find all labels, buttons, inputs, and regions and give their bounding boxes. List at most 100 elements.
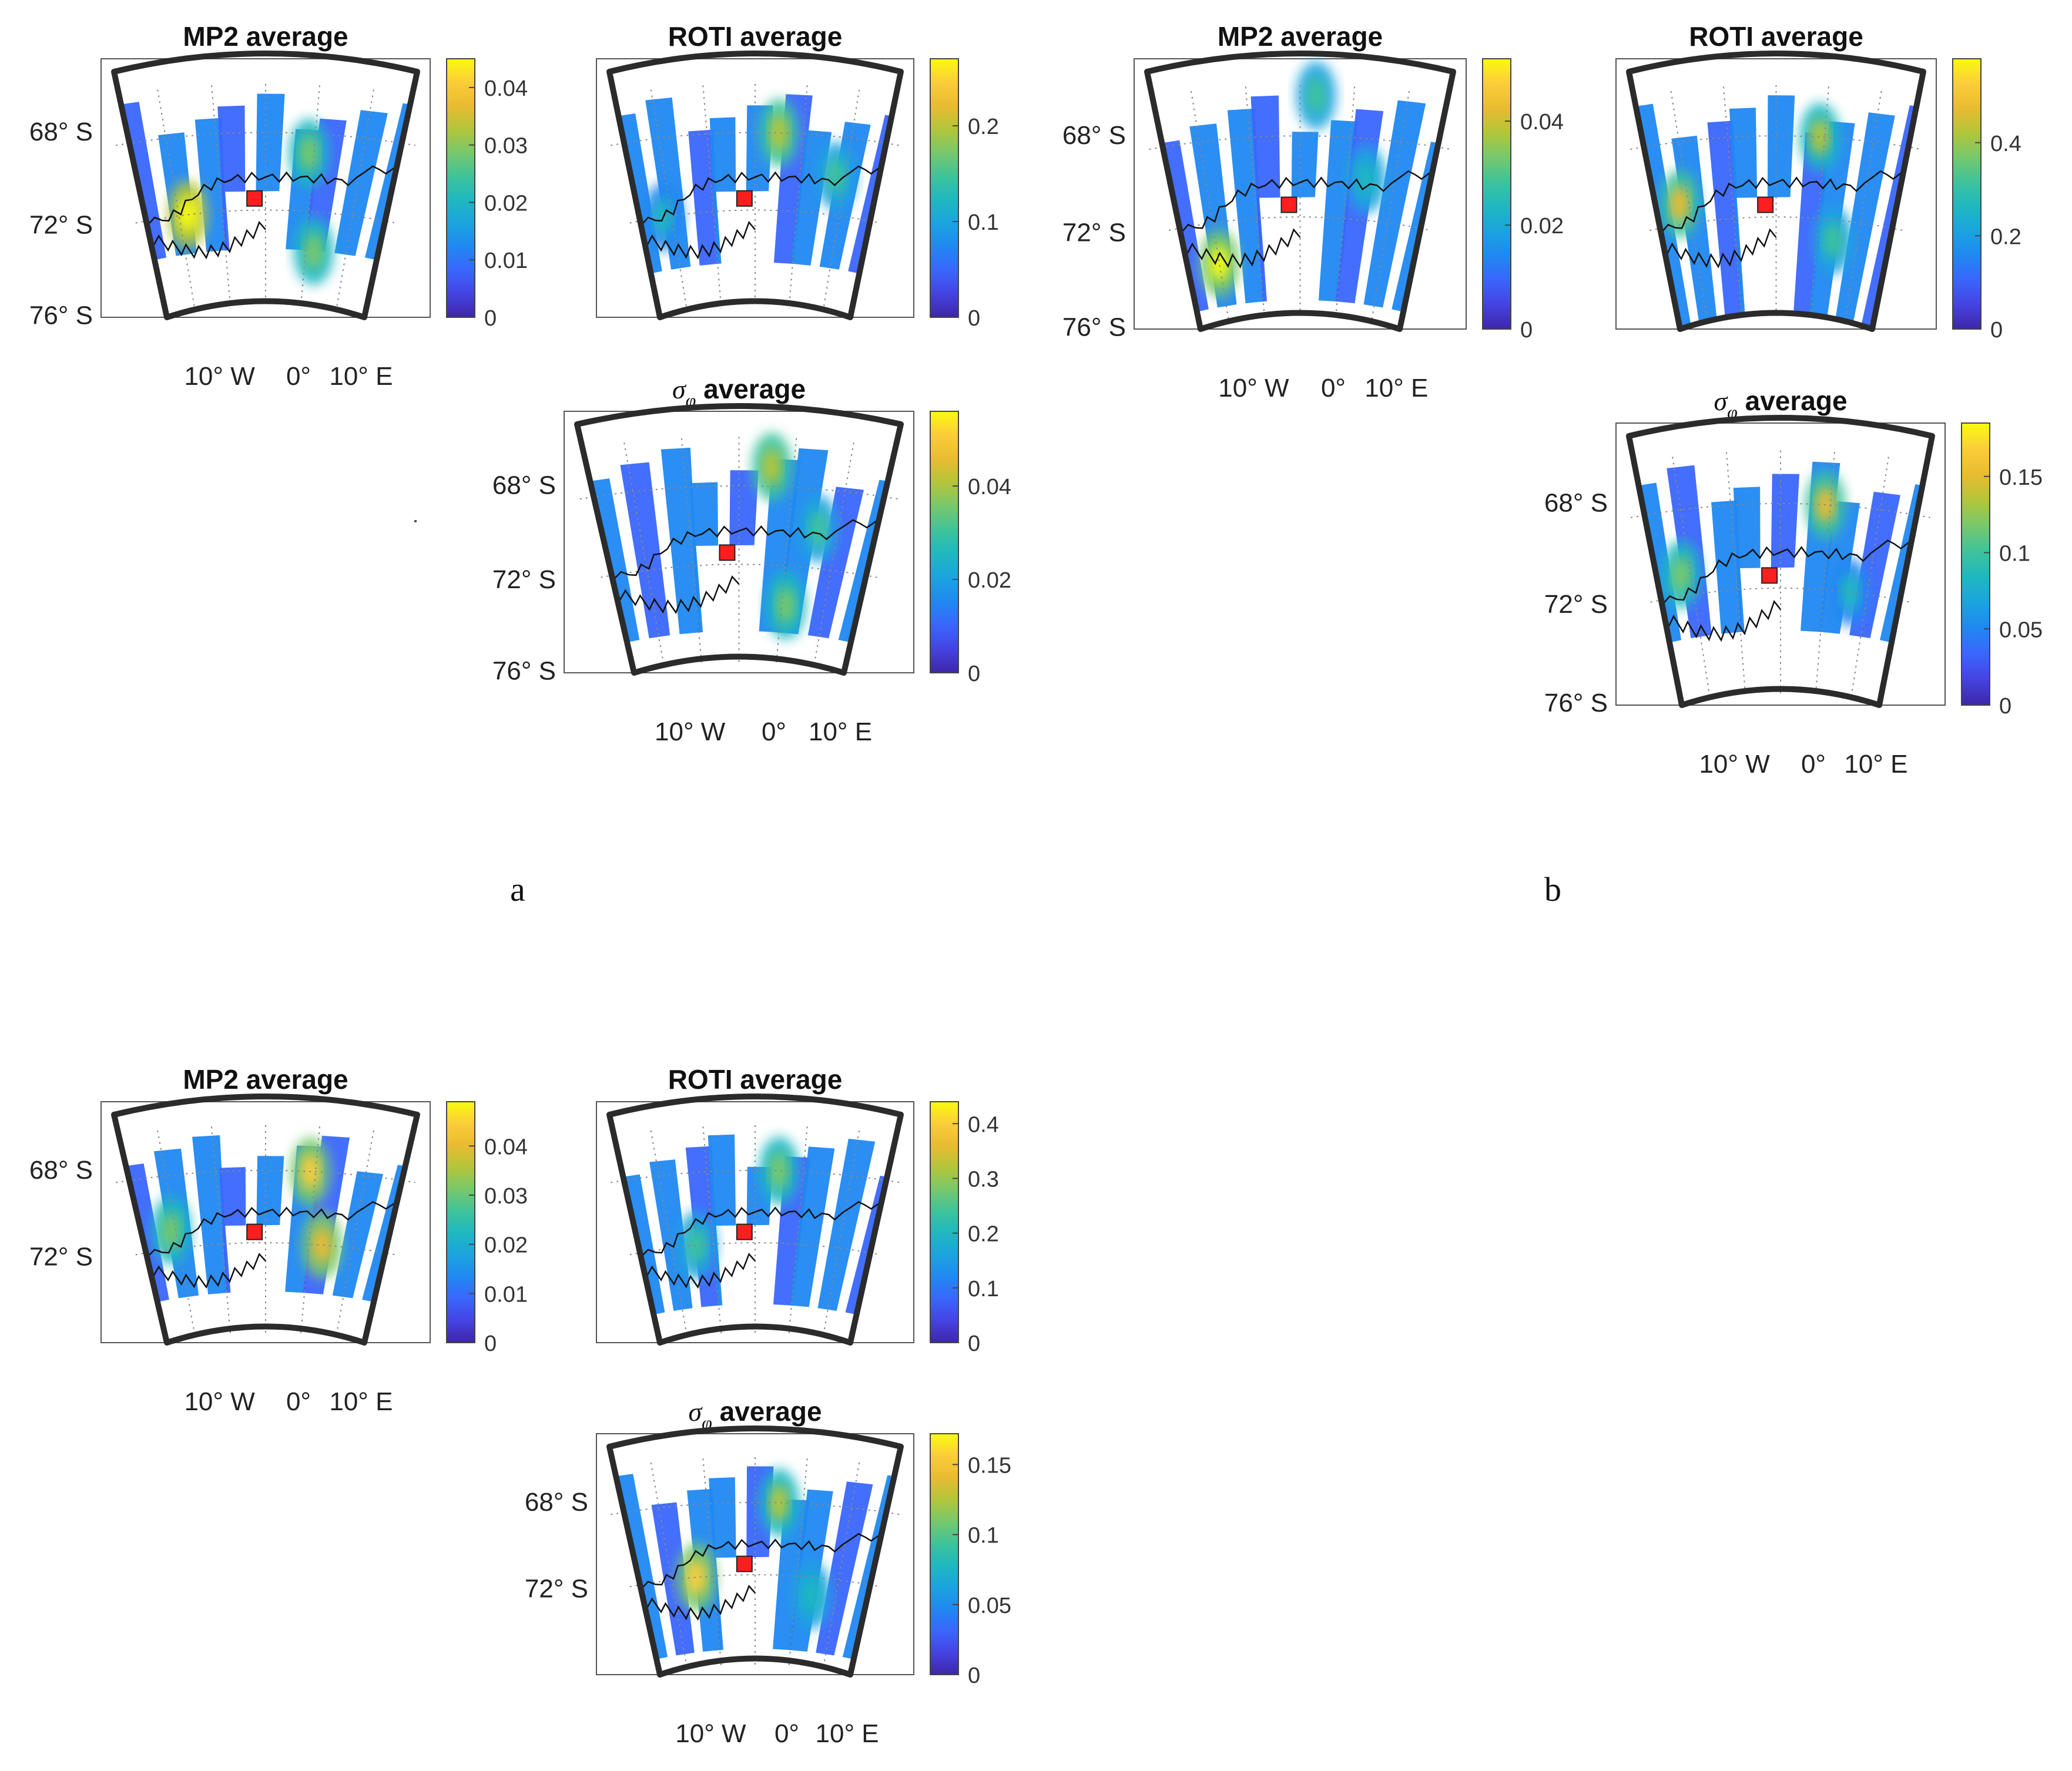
station-marker bbox=[246, 190, 263, 207]
no-data-gap bbox=[1736, 197, 1798, 329]
meridian-gridline bbox=[650, 89, 688, 313]
lat-tick-label: 72° S bbox=[29, 211, 93, 240]
axes-box bbox=[1615, 422, 1946, 706]
colorbar bbox=[930, 411, 959, 673]
colorbar-tick-label: 0.1 bbox=[968, 210, 999, 235]
hotspot bbox=[809, 511, 828, 546]
coverage-strip bbox=[649, 1159, 693, 1311]
lon-tick-label: 0° bbox=[762, 717, 786, 746]
colorbar bbox=[1482, 58, 1511, 330]
colorbar-tick-label: 0.02 bbox=[968, 568, 1011, 593]
lon-tick-label: 10° W bbox=[184, 362, 255, 391]
colorbar-tick-label: 0.1 bbox=[968, 1277, 999, 1302]
colorbar-tick-label: 0.02 bbox=[484, 1233, 528, 1258]
coastline-inner bbox=[604, 575, 740, 615]
colorbar-tick-label: 0 bbox=[484, 1331, 497, 1356]
parallel-gridline bbox=[611, 132, 900, 146]
lat-tick-label: 72° S bbox=[525, 1574, 588, 1603]
hotspot bbox=[826, 158, 846, 194]
colorbar bbox=[446, 1101, 475, 1343]
colorbar-tick-label: 0 bbox=[1520, 318, 1533, 343]
subplot-a-mp2: MP2 average 68° S 72° S 76° S 10° W 0° 10° E 0 0… bbox=[29, 21, 528, 391]
lat-tick-label: 68° S bbox=[525, 1488, 588, 1517]
colorbar-tick-label: 0 bbox=[968, 1663, 980, 1688]
lon-tick-label: 10° W bbox=[184, 1387, 255, 1416]
chart-title: ROTI average bbox=[668, 21, 843, 52]
lon-tick-label: 0° bbox=[1321, 374, 1346, 402]
colorbar-tick-label: 0.4 bbox=[1990, 132, 2021, 156]
hotspot bbox=[1356, 162, 1376, 197]
meridian-gridline bbox=[157, 89, 196, 313]
lon-tick-label: 10° W bbox=[655, 717, 726, 746]
colorbar-tick-label: 0 bbox=[968, 306, 980, 331]
meridian-gridline bbox=[822, 89, 860, 313]
parallel-gridline bbox=[629, 1574, 881, 1588]
axes-box bbox=[1615, 58, 1937, 330]
colorbar-tick-label: 0.2 bbox=[968, 1222, 999, 1247]
lat-tick-label: 72° S bbox=[492, 565, 556, 594]
colorbar-tick-label: 0.4 bbox=[968, 1112, 999, 1137]
chart-title: MP2 average bbox=[1218, 21, 1383, 52]
meridian-gridline bbox=[1245, 86, 1266, 320]
hotspot bbox=[687, 1227, 706, 1263]
parallel-gridline bbox=[135, 209, 396, 224]
lat-tick-label: 72° S bbox=[29, 1242, 93, 1271]
colorbar bbox=[930, 58, 959, 318]
heatmap-layer bbox=[1153, 61, 1453, 329]
coverage-strip bbox=[790, 1146, 835, 1307]
meridian-gridline bbox=[1370, 90, 1410, 324]
coastline-inner bbox=[139, 220, 266, 260]
heatmap-layer bbox=[114, 93, 417, 317]
colorbar-tick-label: 0.01 bbox=[484, 1282, 528, 1307]
chart-title: MP2 average bbox=[183, 1064, 348, 1095]
lat-tick-label: 76° S bbox=[1062, 313, 1126, 341]
parallel-gridline bbox=[611, 1169, 900, 1183]
axes-box bbox=[564, 411, 914, 673]
no-data-gap bbox=[1259, 197, 1323, 329]
station-marker bbox=[1761, 567, 1778, 584]
coastline-inner bbox=[633, 1584, 756, 1621]
no-data-gap bbox=[225, 1225, 289, 1343]
colorbar bbox=[1952, 58, 1982, 330]
station-marker bbox=[1280, 196, 1297, 213]
coverage-strip bbox=[688, 129, 719, 266]
station-marker bbox=[1757, 196, 1774, 213]
meridian-gridline bbox=[1809, 86, 1829, 320]
lat-tick-label: 68° S bbox=[1062, 121, 1126, 150]
lat-tick-label: 68° S bbox=[492, 471, 556, 500]
colorbar-tick-label: 0 bbox=[1990, 318, 2003, 343]
coastline bbox=[1647, 170, 1916, 232]
coverage-strip bbox=[817, 1138, 876, 1311]
subplot-c-mp2: MP2 average 68° S 72° S 10° W 0° 10° E 0 0.01 0.… bbox=[29, 1064, 528, 1416]
hotspot bbox=[178, 197, 197, 233]
no-data-gap bbox=[225, 191, 289, 317]
colorbar-tick-label: 0.02 bbox=[484, 191, 528, 216]
lat-tick-label: 76° S bbox=[29, 301, 93, 330]
meridian-gridline bbox=[788, 85, 808, 308]
lat-tick-label: 76° S bbox=[1544, 689, 1608, 717]
parallel-gridline bbox=[1149, 135, 1451, 150]
map-frame bbox=[574, 403, 904, 676]
colorbar bbox=[930, 1433, 959, 1675]
coverage-strip bbox=[334, 110, 388, 256]
coastline bbox=[627, 1201, 894, 1256]
lon-tick-label: 10° E bbox=[1844, 750, 1907, 779]
meridian-gridline bbox=[1843, 90, 1882, 324]
colorbar-tick-label: 0.03 bbox=[484, 1184, 528, 1209]
meridian-gridline bbox=[300, 85, 320, 308]
lat-tick-label: 72° S bbox=[1544, 590, 1608, 619]
hotspot bbox=[769, 1485, 789, 1521]
subplot-b-mp2: MP2 average 68° S 72° S 76° S 10° W 0° 10° E 0 0… bbox=[1062, 21, 1564, 402]
hotspot bbox=[162, 1213, 181, 1249]
panel-label-a: a bbox=[510, 870, 525, 908]
coastline-inner bbox=[1172, 228, 1301, 269]
meridian-gridline bbox=[702, 85, 722, 308]
coverage-strip bbox=[773, 1499, 810, 1651]
lon-tick-label: 0° bbox=[775, 1719, 799, 1748]
map-frame bbox=[606, 51, 904, 320]
hotspot bbox=[762, 449, 782, 485]
coastline-inner bbox=[632, 220, 756, 260]
lon-tick-label: 10° E bbox=[329, 362, 393, 391]
parallel-gridline bbox=[135, 1242, 396, 1256]
